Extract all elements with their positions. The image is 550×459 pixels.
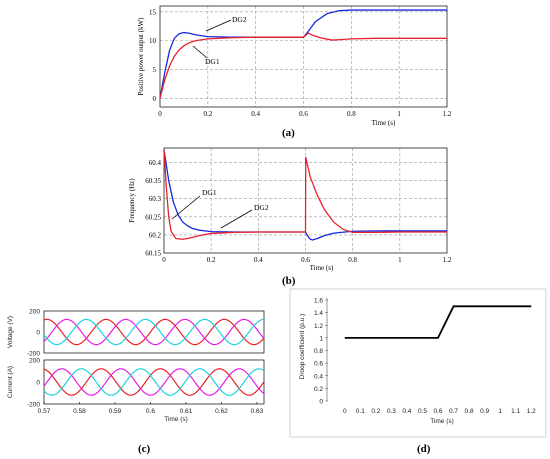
x-tick-label: 0.6 xyxy=(299,110,308,118)
annotation-arrow xyxy=(220,209,253,229)
x-tick-label: 0 xyxy=(343,408,347,415)
y-tick-label: 1 xyxy=(319,335,323,342)
plot-frame xyxy=(43,310,265,354)
y-tick-label: 0 xyxy=(319,399,323,406)
y-tick-label: 60.15 xyxy=(145,250,161,258)
x-tick-label: 0.63 xyxy=(251,408,264,415)
phase-waveform-2 xyxy=(43,368,265,396)
phase-waveform-2 xyxy=(43,318,265,346)
x-tick-label: 0.2 xyxy=(207,256,216,264)
x-tick-label: 1 xyxy=(398,256,402,264)
annotation-dg2: DG2 xyxy=(254,203,269,212)
x-tick-label: 0.8 xyxy=(348,256,357,264)
x-axis-title: Time (s) xyxy=(310,264,334,272)
y-tick-label: 10 xyxy=(149,37,157,45)
y-tick-label: -200 xyxy=(27,402,40,409)
phase-waveform-3 xyxy=(43,318,264,346)
x-tick-label: 1.2 xyxy=(443,110,452,118)
y-tick-label: 0.4 xyxy=(314,373,323,380)
x-tick-label: 0 xyxy=(158,110,162,118)
y-tick-label: 0 xyxy=(36,380,40,387)
x-tick-label: 0.2 xyxy=(371,408,380,415)
plot-frame xyxy=(159,5,448,108)
x-tick-label: 0.6 xyxy=(433,408,442,415)
x-tick-label: 0.4 xyxy=(254,256,263,264)
phase-waveform-3 xyxy=(43,368,265,396)
annotation-arrow xyxy=(192,45,208,59)
x-axis-title: Time (s) xyxy=(372,119,396,127)
y-axis-title: Voltage (V) xyxy=(7,316,14,348)
y-tick-label: 1.6 xyxy=(314,298,323,305)
y-tick-label: 0.2 xyxy=(314,386,323,393)
x-tick-label: 0.3 xyxy=(387,408,396,415)
y-tick-label: 0.8 xyxy=(314,348,323,355)
series-line-dg1 xyxy=(159,32,447,99)
x-tick-label: 0.6 xyxy=(301,256,310,264)
y-axis-title: Positive power output (kW) xyxy=(137,17,145,96)
x-tick-label: 0.4 xyxy=(251,110,260,118)
y-tick-label: 60.35 xyxy=(145,177,161,185)
plot-frame xyxy=(163,147,448,254)
x-tick-label: 0.8 xyxy=(465,408,474,415)
annotation-dg2: DG2 xyxy=(232,15,247,24)
panel-label-d: (d) xyxy=(417,443,431,455)
y-tick-label: 60.2 xyxy=(149,231,162,239)
x-tick-label: 0.6 xyxy=(146,408,155,415)
x-tick-label: 1.2 xyxy=(443,256,452,264)
y-axis-title: Droop coefficient (p.u.) xyxy=(299,314,306,380)
annotation-dg1: DG1 xyxy=(205,57,220,66)
x-tick-label: 1.1 xyxy=(511,408,520,415)
x-tick-label: 0.1 xyxy=(356,408,365,415)
phase-waveform-1 xyxy=(43,368,265,396)
y-tick-label: 60.4 xyxy=(149,159,162,167)
y-axis-title: Frequency (Hz) xyxy=(128,178,136,223)
y-tick-label: 0 xyxy=(153,95,157,103)
x-tick-label: 0.57 xyxy=(38,408,51,415)
y-tick-label: 60.3 xyxy=(149,195,162,203)
panel-d-frame xyxy=(289,288,547,438)
y-tick-label: 0.6 xyxy=(314,361,323,368)
x-tick-label: 1 xyxy=(397,110,401,118)
y-tick-label: 15 xyxy=(149,8,157,16)
x-tick-label: 1.2 xyxy=(527,408,536,415)
annotation-arrow xyxy=(171,195,201,220)
y-tick-label: 1.2 xyxy=(314,323,323,330)
y-tick-label: -200 xyxy=(27,351,40,358)
y-tick-label: 1.4 xyxy=(314,310,323,317)
series-line-dg1 xyxy=(163,149,447,240)
x-tick-label: 0.58 xyxy=(73,408,86,415)
x-tick-label: 0.5 xyxy=(418,408,427,415)
panel-label-c: (c) xyxy=(138,443,151,455)
y-tick-label: 200 xyxy=(29,358,40,365)
x-axis-title: Time (s) xyxy=(164,416,188,423)
x-tick-label: 0.62 xyxy=(215,408,228,415)
phase-waveform-1 xyxy=(43,318,265,346)
panel-label-b: (b) xyxy=(282,275,296,287)
annotation-arrow xyxy=(205,19,232,32)
x-axis-title: Time (s) xyxy=(430,418,454,425)
x-tick-label: 0.61 xyxy=(180,408,193,415)
panel-label-a: (a) xyxy=(282,127,295,139)
y-tick-label: 0 xyxy=(36,330,40,337)
x-tick-label: 0.9 xyxy=(480,408,489,415)
x-tick-label: 0.4 xyxy=(402,408,411,415)
x-tick-label: 0 xyxy=(162,256,166,264)
annotation-dg1: DG1 xyxy=(202,188,217,197)
x-tick-label: 0.7 xyxy=(449,408,458,415)
droop-coefficient-line xyxy=(344,305,532,339)
x-tick-label: 0.2 xyxy=(203,110,212,118)
x-tick-label: 1 xyxy=(498,408,502,415)
x-tick-label: 0.59 xyxy=(109,408,122,415)
y-tick-label: 60.25 xyxy=(145,213,161,221)
y-tick-label: 200 xyxy=(29,309,40,316)
y-axis-title: Current (A) xyxy=(7,366,14,398)
x-tick-label: 0.8 xyxy=(347,110,356,118)
y-tick-label: 5 xyxy=(153,66,157,74)
